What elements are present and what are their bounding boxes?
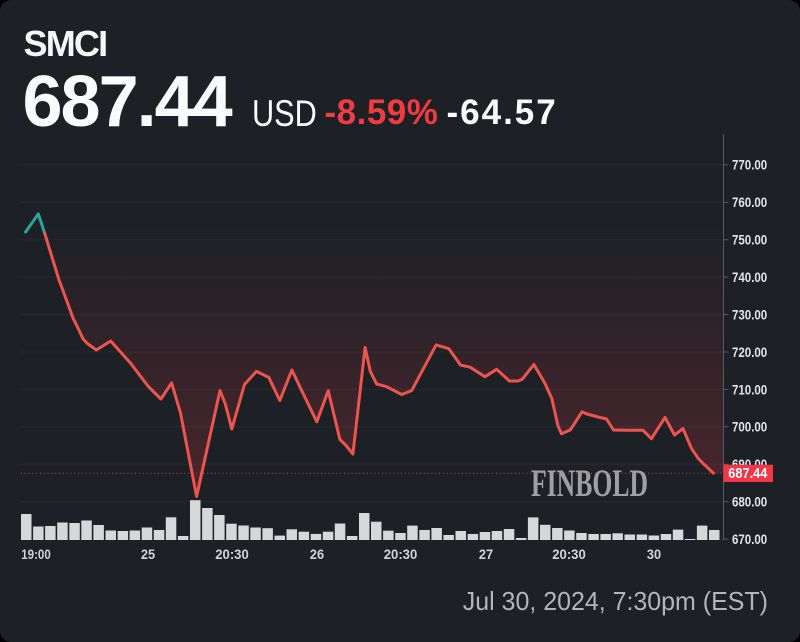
svg-text:20:30: 20:30	[552, 547, 586, 562]
svg-text:710.00: 710.00	[732, 382, 767, 397]
svg-text:687.44: 687.44	[728, 465, 768, 482]
svg-text:720.00: 720.00	[732, 345, 767, 360]
svg-text:FINBOLD: FINBOLD	[531, 462, 648, 505]
svg-text:740.00: 740.00	[732, 270, 767, 285]
svg-text:26: 26	[310, 547, 325, 562]
svg-text:670.00: 670.00	[732, 532, 767, 547]
svg-text:20:30: 20:30	[215, 547, 249, 562]
svg-text:30: 30	[647, 547, 662, 562]
svg-text:760.00: 760.00	[732, 195, 767, 210]
svg-text:25: 25	[141, 547, 156, 562]
svg-text:700.00: 700.00	[732, 420, 767, 435]
svg-text:19:00: 19:00	[21, 547, 51, 562]
svg-text:20:30: 20:30	[384, 547, 418, 562]
svg-text:27: 27	[479, 547, 494, 562]
svg-text:680.00: 680.00	[732, 495, 767, 510]
svg-text:730.00: 730.00	[732, 307, 767, 322]
svg-text:770.00: 770.00	[732, 158, 767, 173]
svg-text:750.00: 750.00	[732, 233, 767, 248]
